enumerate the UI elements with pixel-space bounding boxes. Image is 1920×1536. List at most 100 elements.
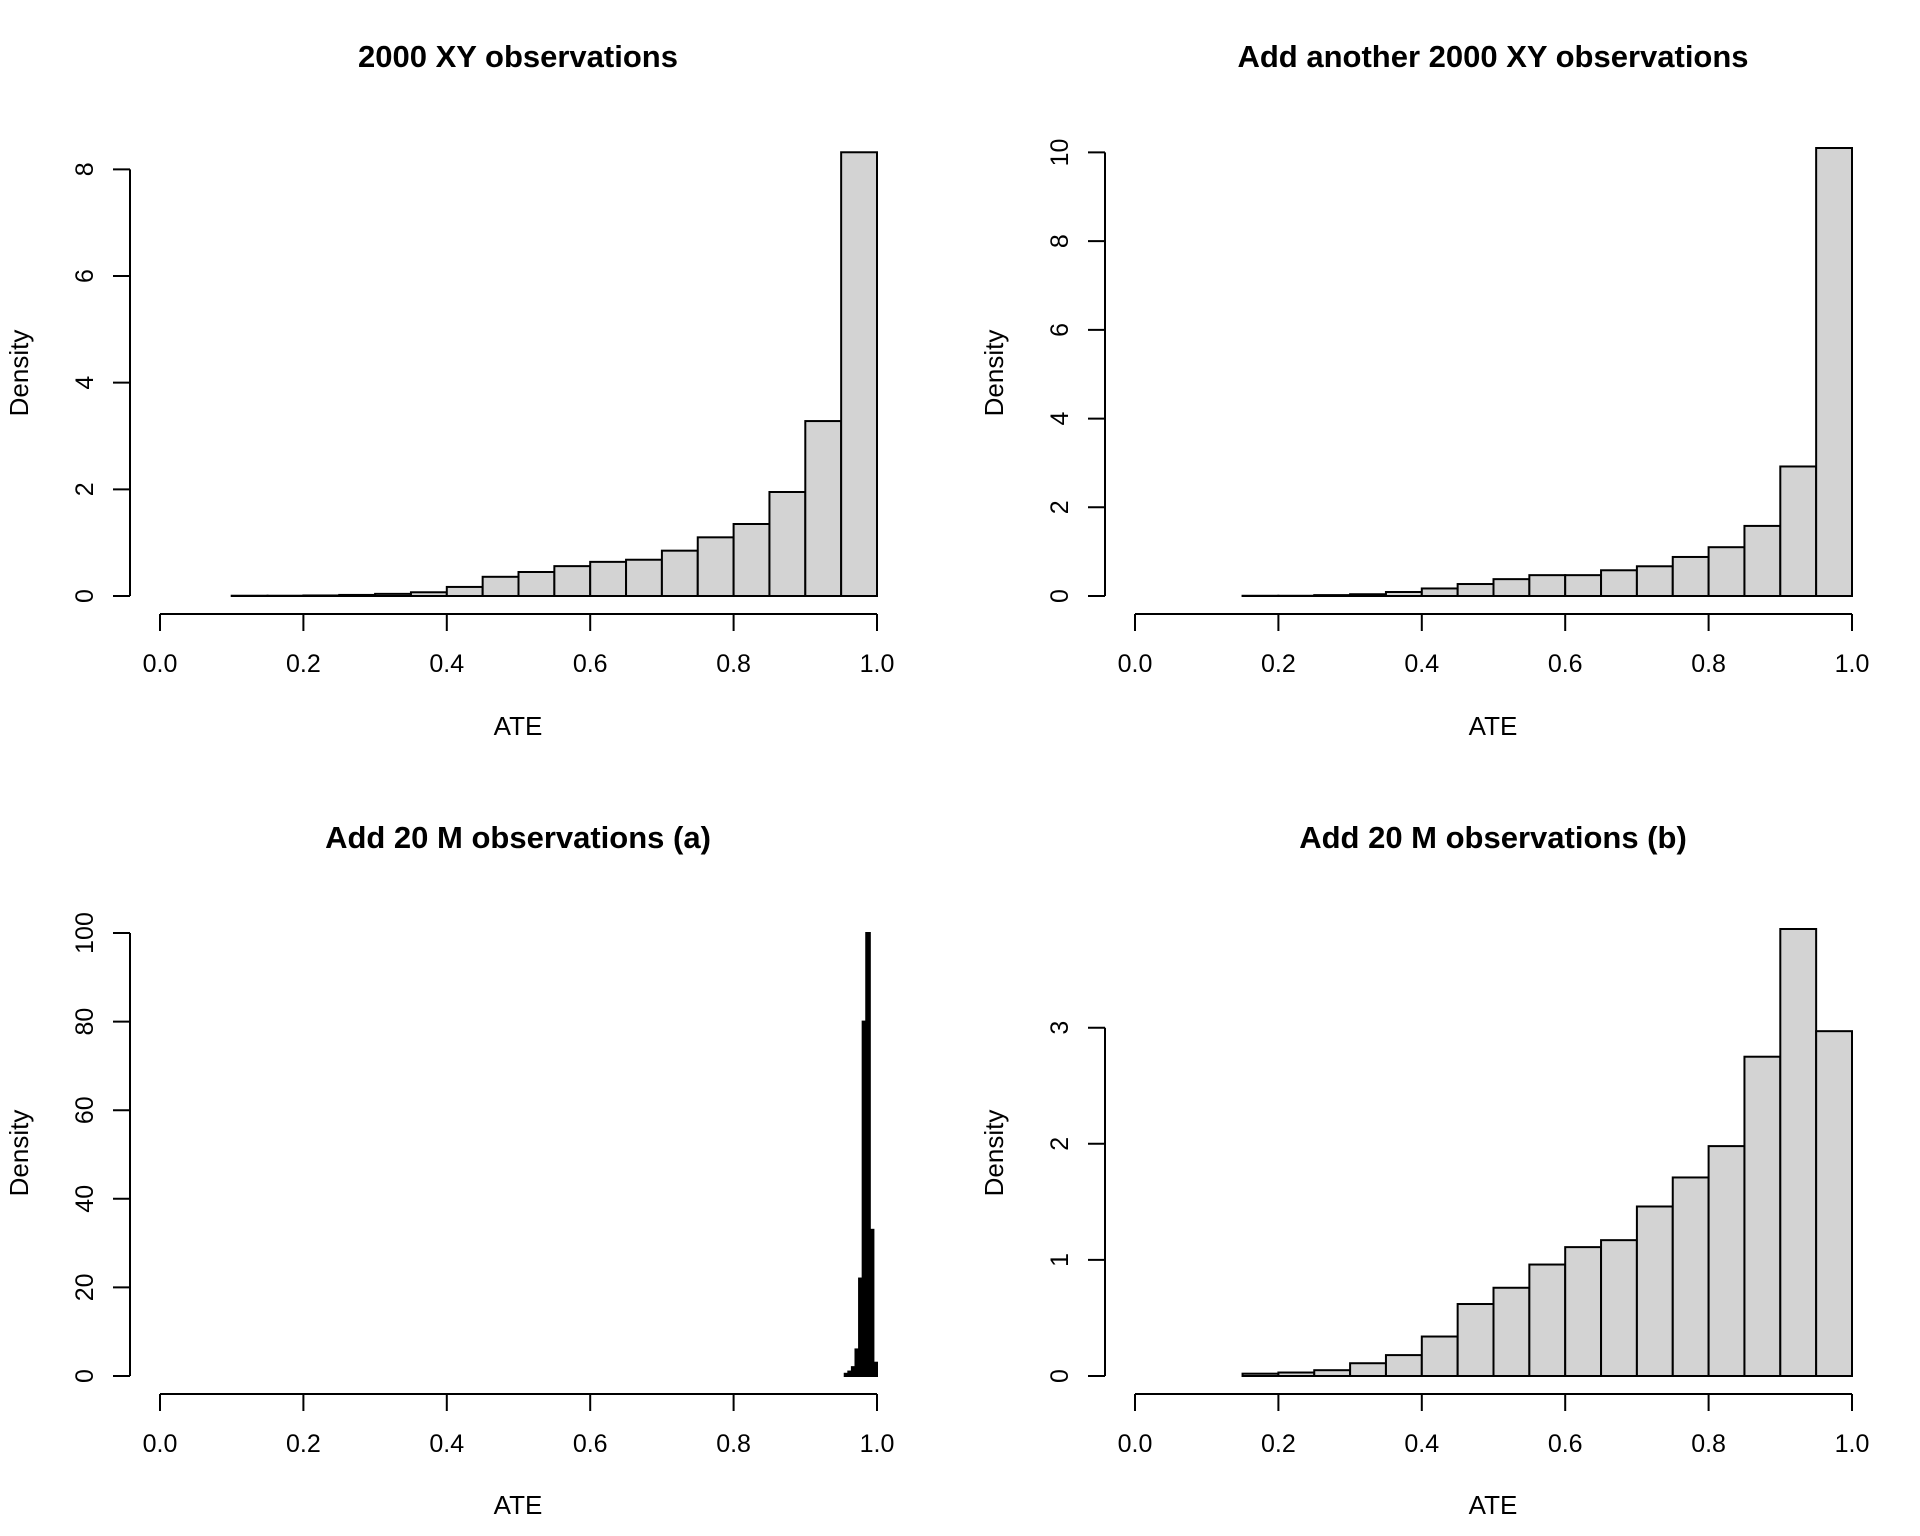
histogram-bar xyxy=(732,523,771,597)
y-tick-label: 0 xyxy=(71,1369,99,1383)
histogram-bar xyxy=(1492,578,1531,597)
histogram-bar xyxy=(1815,1030,1854,1377)
histogram-bar xyxy=(1779,928,1818,1377)
panel-title: Add another 2000 XY observations xyxy=(1237,39,1748,74)
y-tick-label: 0 xyxy=(71,589,99,603)
x-tick-label: 0.2 xyxy=(1261,1430,1296,1458)
x-tick-label: 0.0 xyxy=(1118,650,1153,678)
x-tick-label: 0.8 xyxy=(1691,650,1726,678)
x-tick-label: 0.4 xyxy=(1404,650,1439,678)
x-tick-label: 0.8 xyxy=(716,1430,751,1458)
histogram-bar xyxy=(1313,594,1352,597)
y-tick-label: 40 xyxy=(71,1185,99,1213)
y-tick-label: 8 xyxy=(1046,234,1074,248)
x-tick-label: 0.6 xyxy=(1548,650,1583,678)
y-tick-label: 0 xyxy=(1046,1369,1074,1383)
histogram-bar xyxy=(1743,1055,1782,1377)
histogram-bar xyxy=(1456,1303,1495,1378)
x-axis-title: ATE xyxy=(494,711,543,741)
x-tick-label: 1.0 xyxy=(1835,1430,1870,1458)
histogram-bar xyxy=(804,420,843,598)
y-tick-label: 4 xyxy=(71,376,99,390)
y-tick-label: 4 xyxy=(1046,412,1074,426)
histogram-bar xyxy=(1600,1239,1638,1377)
histogram-bar xyxy=(481,575,520,597)
x-axis-title: ATE xyxy=(1469,711,1518,741)
panel-title: Add 20 M observations (b) xyxy=(1299,820,1687,855)
x-tick-label: 1.0 xyxy=(860,650,895,678)
y-tick-label: 100 xyxy=(71,912,99,954)
histogram-bar xyxy=(625,558,663,598)
y-tick-label: 20 xyxy=(71,1273,99,1301)
histogram-bar xyxy=(553,565,592,598)
y-tick-label: 2 xyxy=(1046,500,1074,514)
histogram-bar xyxy=(1313,1369,1352,1378)
histogram-bar xyxy=(1743,524,1782,597)
panel-title: 2000 XY observations xyxy=(358,39,678,74)
x-tick-label: 0.2 xyxy=(286,1430,321,1458)
histogram-bar xyxy=(1707,1145,1746,1377)
histogram-bar xyxy=(1707,546,1746,598)
histogram-bar xyxy=(302,594,341,598)
histogram-bar xyxy=(409,591,448,597)
histogram-bar xyxy=(1384,591,1423,598)
x-tick-label: 0.8 xyxy=(1691,1430,1726,1458)
y-tick-label: 3 xyxy=(1046,1021,1074,1035)
y-tick-label: 80 xyxy=(71,1008,99,1036)
x-axis-title: ATE xyxy=(494,1490,543,1520)
histogram-bar xyxy=(1349,1362,1387,1377)
x-tick-label: 0.8 xyxy=(716,650,751,678)
y-tick-label: 6 xyxy=(1046,323,1074,337)
histogram-bar xyxy=(1528,574,1567,597)
histogram-bar xyxy=(872,1361,878,1377)
histogram-bar xyxy=(1528,1263,1567,1378)
y-axis-title: Density xyxy=(4,330,34,417)
histogram-bar xyxy=(865,932,871,1377)
panel-title: Add 20 M observations (a) xyxy=(325,820,711,855)
x-tick-label: 1.0 xyxy=(1835,650,1870,678)
histogram-bar xyxy=(338,593,377,598)
y-tick-label: 8 xyxy=(71,162,99,176)
histogram-bar xyxy=(868,1228,875,1378)
histogram-bar xyxy=(1456,583,1495,597)
histogram-bar xyxy=(1635,1205,1674,1377)
histogram-bar xyxy=(1815,147,1854,597)
histogram-bar xyxy=(374,592,412,597)
x-axis-title: ATE xyxy=(1469,1490,1518,1520)
y-tick-label: 0 xyxy=(1046,589,1074,603)
y-axis-title: Density xyxy=(979,330,1009,417)
histogram-bar xyxy=(1564,1246,1603,1377)
x-tick-label: 0.6 xyxy=(1548,1430,1583,1458)
histogram-bar xyxy=(696,536,735,597)
histogram-bar xyxy=(1241,1372,1280,1378)
x-tick-label: 1.0 xyxy=(860,1430,895,1458)
histogram-bar xyxy=(1600,569,1638,597)
y-tick-label: 1 xyxy=(1046,1253,1074,1267)
y-tick-label: 60 xyxy=(71,1096,99,1124)
histogram-bar xyxy=(1420,1335,1459,1377)
panel-bottom-left: Add 20 M observations (a) ATE Density 0.… xyxy=(4,820,894,1520)
histogram-bar xyxy=(1420,587,1459,598)
y-tick-label: 2 xyxy=(71,482,99,496)
panel-top-right: Add another 2000 XY observations ATE Den… xyxy=(979,39,1869,741)
y-tick-label: 6 xyxy=(71,269,99,283)
y-axis-title: Density xyxy=(4,1110,34,1197)
histogram-bar xyxy=(1779,465,1818,598)
histogram-bar xyxy=(1671,555,1710,597)
x-tick-label: 0.0 xyxy=(143,1430,178,1458)
x-tick-label: 0.6 xyxy=(573,1430,608,1458)
y-tick-label: 10 xyxy=(1046,139,1074,167)
histogram-bar xyxy=(1349,593,1387,598)
x-tick-label: 0.2 xyxy=(286,650,321,678)
histogram-bar xyxy=(517,571,556,597)
histogram-bar xyxy=(1564,574,1603,597)
x-tick-label: 0.0 xyxy=(143,650,178,678)
x-tick-label: 0.6 xyxy=(573,650,608,678)
y-axis-title: Density xyxy=(979,1110,1009,1197)
histogram-bar xyxy=(1671,1176,1710,1377)
histogram-bar xyxy=(1635,565,1674,597)
panel-top-left: 2000 XY observations ATE Density 0.0 0.2 0… xyxy=(4,39,894,741)
histogram-bar xyxy=(1277,1371,1316,1377)
y-tick-label: 2 xyxy=(1046,1137,1074,1151)
